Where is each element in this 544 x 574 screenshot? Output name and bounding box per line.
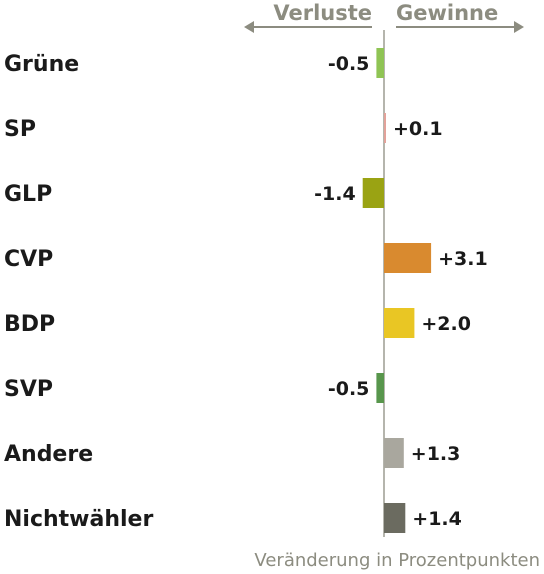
chart-header: Verluste Gewinne bbox=[244, 1, 524, 33]
bar-row-bdp: BDP +2.0 bbox=[4, 308, 471, 338]
value-label-glp: -1.4 bbox=[314, 183, 356, 205]
value-label-sp: +0.1 bbox=[393, 118, 443, 140]
bar-row-nichtwahler: Nichtwähler +1.4 bbox=[4, 503, 462, 533]
gains-header: Gewinne bbox=[396, 1, 498, 25]
category-label-bdp: BDP bbox=[4, 312, 55, 337]
losses-header: Verluste bbox=[273, 1, 372, 25]
bar-nichtwahler bbox=[384, 503, 406, 533]
bar-glp bbox=[362, 178, 384, 208]
bar-grune bbox=[376, 48, 384, 78]
value-label-bdp: +2.0 bbox=[421, 313, 471, 335]
bar-svp bbox=[376, 373, 384, 403]
losses-arrow-head bbox=[244, 21, 254, 33]
bar-bdp bbox=[384, 308, 415, 338]
category-label-andere: Andere bbox=[4, 442, 93, 467]
bar-andere bbox=[384, 438, 404, 468]
x-axis-label: Veränderung in Prozentpunkten bbox=[254, 550, 540, 571]
bar-row-glp: GLP -1.4 bbox=[4, 178, 384, 208]
bar-row-svp: SVP -0.5 bbox=[4, 373, 384, 403]
bar-row-sp: SP +0.1 bbox=[4, 113, 443, 143]
category-label-cvp: CVP bbox=[4, 247, 53, 272]
value-label-andere: +1.3 bbox=[411, 443, 461, 465]
value-label-nichtwahler: +1.4 bbox=[412, 508, 462, 530]
bar-row-grune: Grüne -0.5 bbox=[4, 48, 384, 78]
category-label-nichtwahler: Nichtwähler bbox=[4, 507, 153, 532]
bar-sp bbox=[384, 113, 386, 143]
category-label-sp: SP bbox=[4, 117, 36, 142]
bar-row-andere: Andere +1.3 bbox=[4, 438, 460, 468]
value-label-svp: -0.5 bbox=[328, 378, 370, 400]
category-label-glp: GLP bbox=[4, 182, 52, 207]
chart-rows: Grüne -0.5 SP +0.1 GLP -1.4 CVP +3.1 BDP +2.0 SVP -… bbox=[4, 48, 488, 533]
category-label-svp: SVP bbox=[4, 377, 53, 402]
bar-cvp bbox=[384, 243, 432, 273]
value-label-grune: -0.5 bbox=[328, 53, 370, 75]
category-label-grune: Grüne bbox=[4, 52, 79, 77]
gains-arrow-head bbox=[514, 21, 524, 33]
value-label-cvp: +3.1 bbox=[438, 248, 488, 270]
bar-row-cvp: CVP +3.1 bbox=[4, 243, 488, 273]
